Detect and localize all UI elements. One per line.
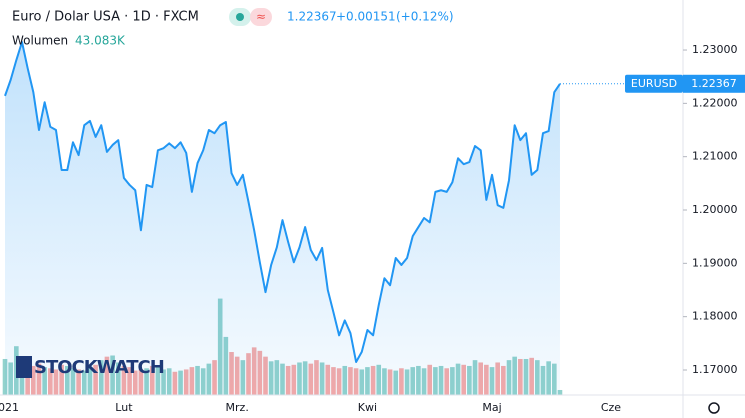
pill-symbol: ≈	[256, 10, 266, 24]
y-tick-label: 1.19000	[692, 256, 738, 269]
volume-name: Wolumen	[12, 34, 68, 48]
plot-area	[2, 41, 563, 395]
price-line	[4, 41, 561, 363]
price-tag	[683, 74, 745, 93]
x-tick-label: Cze	[601, 401, 621, 414]
logo: STOCKWATCH	[16, 356, 165, 378]
pill-icon[interactable]	[250, 8, 272, 26]
x-tick-label: Lut	[115, 401, 133, 414]
y-tick-label: 1.21000	[692, 150, 738, 163]
symbol-tag	[625, 74, 683, 93]
price-change-pct: (+0.12%)	[396, 10, 454, 24]
x-tick-label: Kwi	[358, 401, 377, 414]
watermark: STOCKWATCH	[34, 357, 164, 378]
y-tick-label: 1.18000	[692, 310, 738, 323]
settings-icon[interactable]	[708, 402, 720, 414]
x-tick-label: 2021	[0, 401, 19, 414]
volume-label: 43.083K	[75, 34, 126, 48]
y-tick-label: 1.23000	[692, 43, 738, 56]
chart-title: Euro / Dolar USA · 1D · FXCM	[12, 10, 199, 25]
last-price: 1.22367	[287, 10, 337, 24]
x-tick-label: Maj	[482, 401, 501, 414]
price-area	[5, 42, 560, 395]
symbol-tag-label: EURUSD	[631, 77, 677, 90]
price-change: +0.00151	[336, 10, 396, 24]
gear[interactable]	[708, 402, 720, 414]
price-tag-label: 1.22367	[691, 77, 737, 90]
y-tick-label: 1.17000	[692, 363, 738, 376]
x-tick-label: Mrz.	[226, 401, 249, 414]
y-tick-label: 1.20000	[692, 203, 738, 216]
y-tick-label: 1.22000	[692, 96, 738, 109]
pill-dot	[236, 13, 244, 21]
logo-mark	[16, 356, 32, 378]
